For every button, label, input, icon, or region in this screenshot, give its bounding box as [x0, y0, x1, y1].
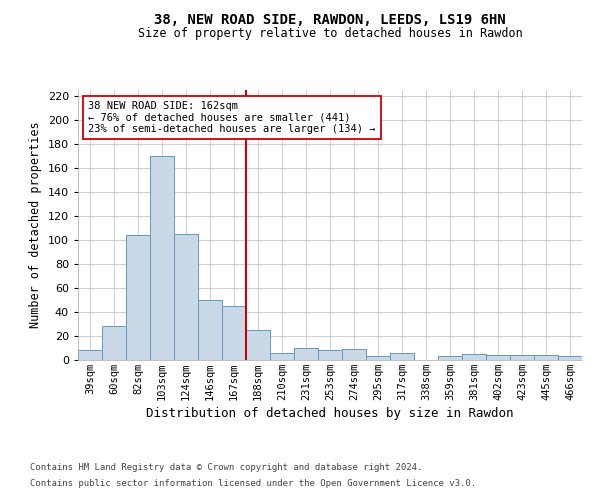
Bar [222, 306, 246, 360]
Bar [390, 353, 414, 360]
Bar [558, 356, 582, 360]
Bar [510, 355, 534, 360]
Bar [486, 355, 510, 360]
Bar [78, 350, 102, 360]
Text: 38 NEW ROAD SIDE: 162sqm
← 76% of detached houses are smaller (441)
23% of semi-: 38 NEW ROAD SIDE: 162sqm ← 76% of detach… [88, 101, 376, 134]
Bar [150, 156, 174, 360]
Bar [534, 355, 558, 360]
Text: Size of property relative to detached houses in Rawdon: Size of property relative to detached ho… [137, 28, 523, 40]
Bar [198, 300, 222, 360]
Text: Contains HM Land Registry data © Crown copyright and database right 2024.: Contains HM Land Registry data © Crown c… [30, 464, 422, 472]
Bar [126, 235, 150, 360]
Y-axis label: Number of detached properties: Number of detached properties [29, 122, 42, 328]
Bar [342, 349, 366, 360]
Bar [462, 354, 486, 360]
Bar [294, 348, 318, 360]
Bar [246, 330, 270, 360]
Bar [174, 234, 198, 360]
X-axis label: Distribution of detached houses by size in Rawdon: Distribution of detached houses by size … [146, 407, 514, 420]
Bar [102, 326, 126, 360]
Text: 38, NEW ROAD SIDE, RAWDON, LEEDS, LS19 6HN: 38, NEW ROAD SIDE, RAWDON, LEEDS, LS19 6… [154, 12, 506, 26]
Bar [438, 356, 462, 360]
Bar [270, 353, 294, 360]
Bar [318, 350, 342, 360]
Text: Contains public sector information licensed under the Open Government Licence v3: Contains public sector information licen… [30, 478, 476, 488]
Bar [366, 356, 390, 360]
